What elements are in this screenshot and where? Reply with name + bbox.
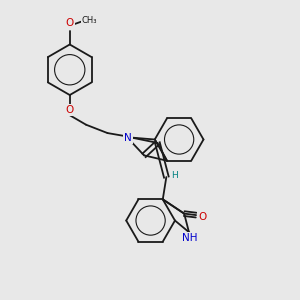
Text: H: H bbox=[171, 171, 178, 180]
Text: NH: NH bbox=[182, 233, 197, 243]
Text: N: N bbox=[124, 133, 132, 142]
Text: O: O bbox=[198, 212, 206, 222]
Text: O: O bbox=[66, 18, 74, 28]
Text: O: O bbox=[66, 105, 74, 115]
Text: CH₃: CH₃ bbox=[82, 16, 98, 25]
